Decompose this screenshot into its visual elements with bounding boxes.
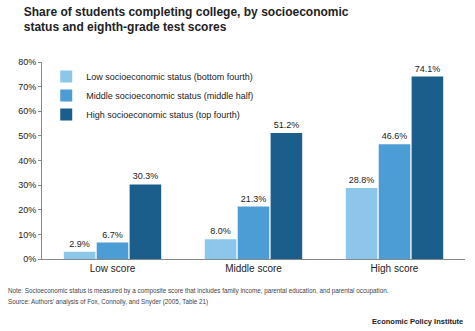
svg-text:20%: 20% [18,205,36,215]
svg-text:50%: 50% [18,131,36,141]
svg-text:30%: 30% [18,180,36,190]
svg-text:Low socioeconomic status (bott: Low socioeconomic status (bottom fourth) [86,72,253,82]
svg-text:28.8%: 28.8% [349,175,375,185]
svg-text:74.1%: 74.1% [415,64,441,74]
svg-text:High score: High score [371,263,419,274]
svg-text:21.3%: 21.3% [241,194,267,204]
svg-text:6.7%: 6.7% [102,230,123,240]
svg-text:High socioeconomic status (top: High socioeconomic status (top fourth) [86,110,240,120]
svg-text:40%: 40% [18,156,36,166]
svg-text:Middle score: Middle score [225,263,282,274]
svg-text:Source: Authors' analysis of F: Source: Authors' analysis of Fox, Connol… [8,298,208,306]
svg-text:Note: Socioeconomic status is: Note: Socioeconomic status is measured b… [8,287,389,295]
svg-text:0%: 0% [23,254,36,264]
svg-text:80%: 80% [18,57,36,67]
svg-text:10%: 10% [18,230,36,240]
svg-text:Middle socioeconomic status (m: Middle socioeconomic status (middle half… [86,91,253,101]
svg-text:60%: 60% [18,106,36,116]
svg-text:51.2%: 51.2% [274,120,300,130]
svg-text:46.6%: 46.6% [382,131,408,141]
svg-text:30.3%: 30.3% [133,171,159,181]
svg-text:Economic Policy Institute: Economic Policy Institute [372,317,463,326]
svg-text:2.9%: 2.9% [69,239,90,249]
svg-text:70%: 70% [18,82,36,92]
svg-text:Low score: Low score [90,263,136,274]
svg-text:Share of students completing c: Share of students completing college, by… [24,5,349,35]
svg-text:8.0%: 8.0% [210,226,231,236]
